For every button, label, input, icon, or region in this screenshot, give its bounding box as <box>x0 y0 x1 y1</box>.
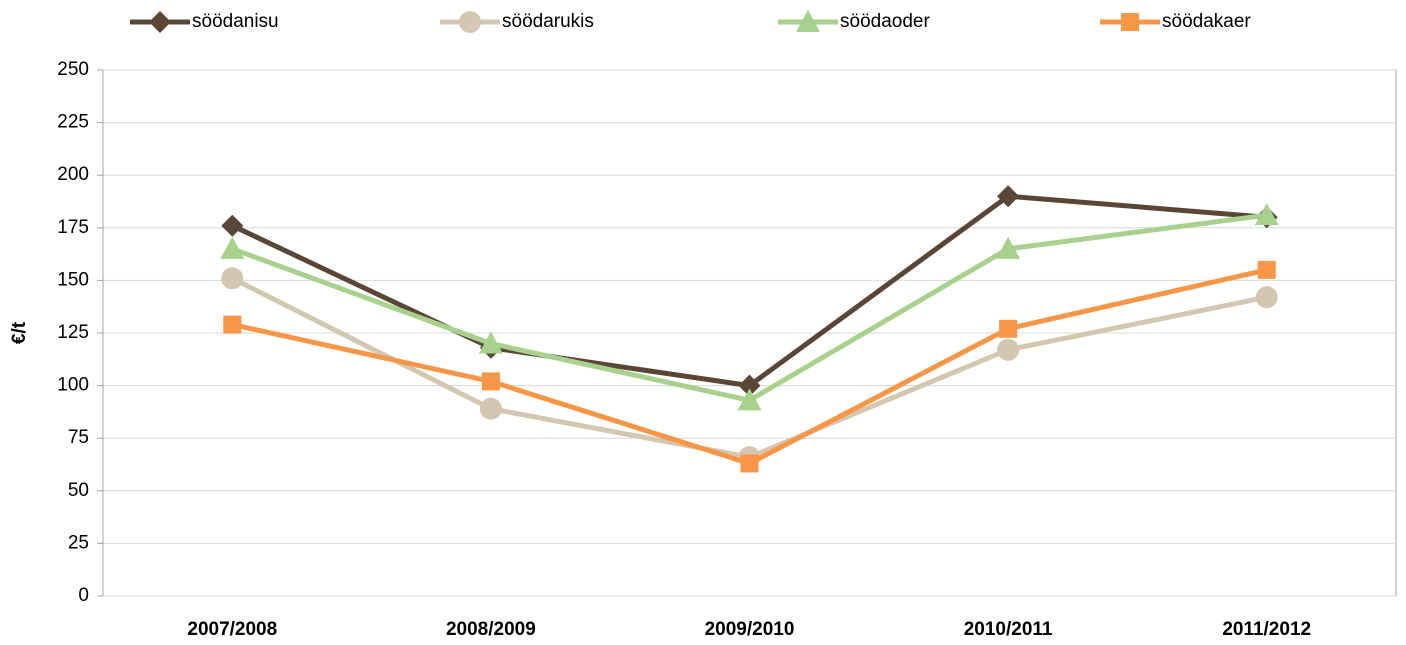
legend-label: söödanisu <box>192 11 279 32</box>
legend-marker <box>796 10 820 32</box>
y-tick-label: 75 <box>68 427 89 448</box>
legend-label: söödarukis <box>502 11 594 32</box>
marker <box>996 236 1021 259</box>
x-tick-label: 2011/2012 <box>1222 619 1311 640</box>
legend-marker <box>149 11 171 33</box>
marker <box>737 388 762 411</box>
y-tick-label: 25 <box>68 532 89 553</box>
x-tick-label: 2008/2009 <box>446 619 536 640</box>
y-tick-label: 100 <box>57 375 89 396</box>
legend-label: söödaoder <box>840 11 930 32</box>
y-axis-label: €/t <box>9 321 30 344</box>
y-tick-label: 0 <box>78 585 89 606</box>
x-tick-label: 2007/2008 <box>187 619 277 640</box>
marker <box>221 214 244 237</box>
marker <box>740 454 759 473</box>
marker <box>478 331 503 354</box>
marker <box>999 319 1018 338</box>
marker <box>1254 203 1279 226</box>
marker <box>1257 260 1276 279</box>
series <box>220 203 1279 411</box>
y-tick-label: 125 <box>57 322 89 343</box>
x-tick-label: 2009/2010 <box>705 619 795 640</box>
marker <box>738 374 761 397</box>
marker <box>997 185 1020 208</box>
legend-marker <box>459 11 481 33</box>
legend-label: söödakaer <box>1162 11 1251 32</box>
y-tick-label: 250 <box>57 59 89 80</box>
legend-marker <box>1121 13 1139 31</box>
marker <box>220 236 245 259</box>
y-tick-label: 175 <box>57 217 89 238</box>
y-tick-label: 200 <box>57 164 89 185</box>
series <box>221 185 1278 397</box>
marker <box>223 315 242 334</box>
marker <box>221 267 244 290</box>
x-tick-label: 2010/2011 <box>964 619 1053 640</box>
y-tick-label: 150 <box>57 269 89 290</box>
marker <box>997 338 1020 361</box>
marker <box>481 372 500 391</box>
y-tick-label: 225 <box>57 112 89 133</box>
y-tick-label: 50 <box>68 480 89 501</box>
marker <box>479 397 502 420</box>
series <box>223 260 1276 473</box>
marker <box>1255 286 1278 309</box>
